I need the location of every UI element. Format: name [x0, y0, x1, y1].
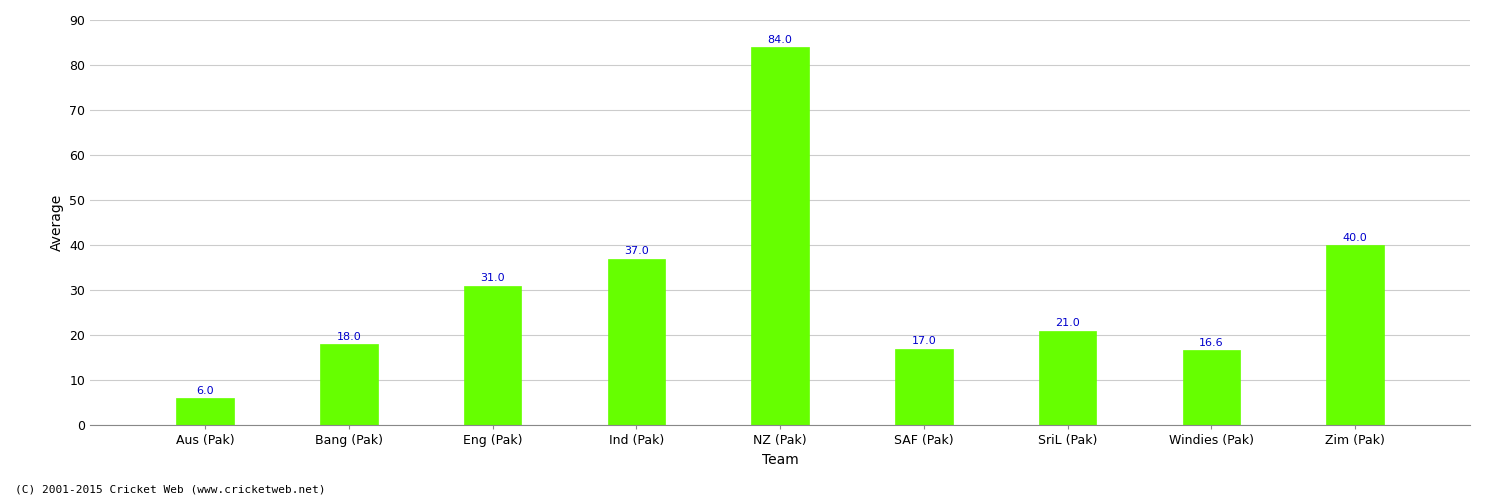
- Bar: [320, 344, 378, 425]
- Bar: [1326, 245, 1383, 425]
- X-axis label: Team: Team: [762, 452, 798, 466]
- Bar: [896, 348, 952, 425]
- Text: 16.6: 16.6: [1198, 338, 1224, 348]
- Text: 40.0: 40.0: [1342, 233, 1368, 243]
- Text: 31.0: 31.0: [480, 273, 506, 283]
- Bar: [1182, 350, 1240, 425]
- Text: 6.0: 6.0: [196, 386, 214, 396]
- Text: 17.0: 17.0: [912, 336, 936, 346]
- Text: 37.0: 37.0: [624, 246, 648, 256]
- Text: 84.0: 84.0: [768, 35, 792, 45]
- Bar: [752, 47, 808, 425]
- Text: (C) 2001-2015 Cricket Web (www.cricketweb.net): (C) 2001-2015 Cricket Web (www.cricketwe…: [15, 485, 326, 495]
- Bar: [464, 286, 522, 425]
- Text: 18.0: 18.0: [336, 332, 362, 342]
- Bar: [1038, 330, 1096, 425]
- Bar: [177, 398, 234, 425]
- Bar: [608, 258, 664, 425]
- Y-axis label: Average: Average: [50, 194, 63, 251]
- Text: 21.0: 21.0: [1054, 318, 1080, 328]
